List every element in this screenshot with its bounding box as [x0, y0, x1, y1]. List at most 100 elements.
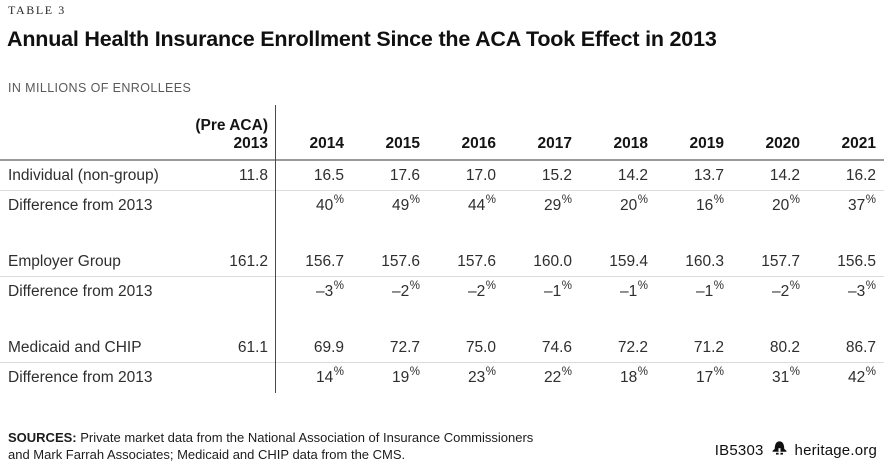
percent-sign: %	[789, 366, 800, 378]
percent-sign: %	[561, 366, 572, 378]
cell-2020: 20%	[772, 194, 800, 214]
cell-2016: 17.0	[465, 166, 496, 184]
cell-2015: 157.6	[381, 252, 420, 270]
cell-2013	[164, 363, 276, 393]
table-number: TABLE 3	[8, 3, 66, 17]
percent-sign: %	[789, 280, 800, 292]
cell-2017: 160.0	[533, 252, 572, 270]
percent-sign: %	[409, 280, 420, 292]
cell-2020: –2%	[772, 280, 800, 300]
cell-2015: 17.6	[389, 166, 420, 184]
cell-2016: –2%	[468, 280, 496, 300]
column-header-2020: 2020	[765, 135, 800, 152]
cell-2019: 17%	[696, 366, 724, 386]
table-body: Individual (non-group) 11.8 16.5 17.6 17.0 15…	[0, 161, 884, 393]
column-header-2014: 2014	[309, 135, 344, 152]
column-header-2015: 2015	[385, 135, 420, 152]
cell-2021: 37%	[848, 194, 876, 214]
percent-sign: %	[485, 366, 496, 378]
cell-2016: 75.0	[465, 338, 496, 356]
cell-2014: 14%	[316, 366, 344, 386]
cell-2015: –2%	[392, 280, 420, 300]
cell-2020: 31%	[772, 366, 800, 386]
cell-2018: 18%	[620, 366, 648, 386]
cell-2021: –3%	[848, 280, 876, 300]
site-url: heritage.org	[794, 441, 877, 459]
table-header-row: (Pre ACA) 2013 2014 2015 2016 2017 2018 2019 2…	[0, 105, 884, 161]
percent-sign: %	[637, 280, 648, 292]
percent-sign: %	[637, 194, 648, 206]
percent-sign: %	[409, 194, 420, 206]
cell-2021: 86.7	[845, 338, 876, 356]
cell-2017: –1%	[544, 280, 572, 300]
percent-sign: %	[333, 194, 344, 206]
table-row: Individual (non-group) 11.8 16.5 17.6 17.0 15…	[0, 161, 884, 191]
difference-row: Difference from 2013 –3% –2% –2% –1% –1% –1% –2…	[0, 277, 884, 307]
percent-sign: %	[409, 366, 420, 378]
percent-sign: %	[333, 366, 344, 378]
percent-sign: %	[865, 194, 876, 206]
pre-aca-label: (Pre ACA)	[195, 117, 268, 134]
cell-2021: 16.2	[845, 166, 876, 184]
row-label: Individual (non-group)	[8, 166, 159, 184]
page-title: Annual Health Insurance Enrollment Since…	[7, 27, 717, 51]
cell-2016: 157.6	[457, 252, 496, 270]
column-divider	[275, 105, 276, 393]
table-row: Medicaid and CHIP 61.1 69.9 72.7 75.0 74.6 72.…	[0, 333, 884, 363]
sources-label: SOURCES:	[8, 430, 77, 445]
difference-row: Difference from 2013 14% 19% 23% 22% 18% 17% 31…	[0, 363, 884, 393]
column-header-2018: 2018	[613, 135, 648, 152]
cell-2018: 159.4	[609, 252, 648, 270]
cell-2018: 14.2	[617, 166, 648, 184]
cell-2019: 71.2	[693, 338, 724, 356]
cell-2013: 61.1	[237, 338, 268, 356]
cell-2017: 22%	[544, 366, 572, 386]
row-label: Medicaid and CHIP	[8, 338, 142, 356]
cell-2020: 14.2	[769, 166, 800, 184]
percent-sign: %	[713, 366, 724, 378]
cell-2018: –1%	[620, 280, 648, 300]
units-kicker: IN MILLIONS OF ENROLLEES	[8, 81, 192, 95]
cell-2017: 15.2	[541, 166, 572, 184]
row-label: Employer Group	[8, 252, 121, 270]
header-label-spacer	[0, 153, 164, 159]
cell-2013: 11.8	[238, 166, 268, 184]
column-header-2021: 2021	[841, 135, 876, 152]
column-header-2013: (Pre ACA) 2013	[164, 117, 276, 159]
report-id: IB5303	[714, 441, 764, 459]
table-row: Employer Group 161.2 156.7 157.6 157.6 160.0 1…	[0, 247, 884, 277]
cell-2014: 156.7	[305, 252, 344, 270]
cell-2015: 72.7	[389, 338, 420, 356]
row-label: Difference from 2013	[8, 283, 153, 300]
percent-sign: %	[865, 366, 876, 378]
row-label: Difference from 2013	[8, 369, 153, 386]
difference-row: Difference from 2013 40% 49% 44% 29% 20% 16% 20…	[0, 191, 884, 221]
sources-line2: and Mark Farrah Associates; Medicaid and…	[8, 446, 406, 462]
cell-2013: 161.2	[229, 252, 268, 270]
cell-2019: 160.3	[685, 252, 724, 270]
column-header-2016: 2016	[461, 135, 496, 152]
cell-2019: 16%	[696, 194, 724, 214]
cell-2021: 42%	[848, 366, 876, 386]
column-header-2019: 2019	[689, 135, 724, 152]
cell-2020: 157.7	[761, 252, 800, 270]
sources-note: SOURCES: Private market data from the Na…	[8, 430, 548, 463]
percent-sign: %	[485, 280, 496, 292]
row-label: Difference from 2013	[8, 197, 153, 214]
cell-2015: 19%	[392, 366, 420, 386]
cell-2013	[164, 191, 276, 221]
cell-2014: –3%	[316, 280, 344, 300]
percent-sign: %	[561, 194, 572, 206]
column-header-2017: 2017	[537, 135, 572, 152]
cell-2020: 80.2	[769, 338, 800, 356]
cell-2017: 29%	[544, 194, 572, 214]
section-gap	[0, 307, 884, 333]
cell-2019: 13.7	[693, 166, 724, 184]
cell-2018: 72.2	[617, 338, 648, 356]
percent-sign: %	[637, 366, 648, 378]
cell-2016: 23%	[468, 366, 496, 386]
percent-sign: %	[333, 280, 344, 292]
percent-sign: %	[485, 194, 496, 206]
cell-2018: 20%	[620, 194, 648, 214]
enrollment-table: (Pre ACA) 2013 2014 2015 2016 2017 2018 2019 2…	[0, 105, 884, 393]
